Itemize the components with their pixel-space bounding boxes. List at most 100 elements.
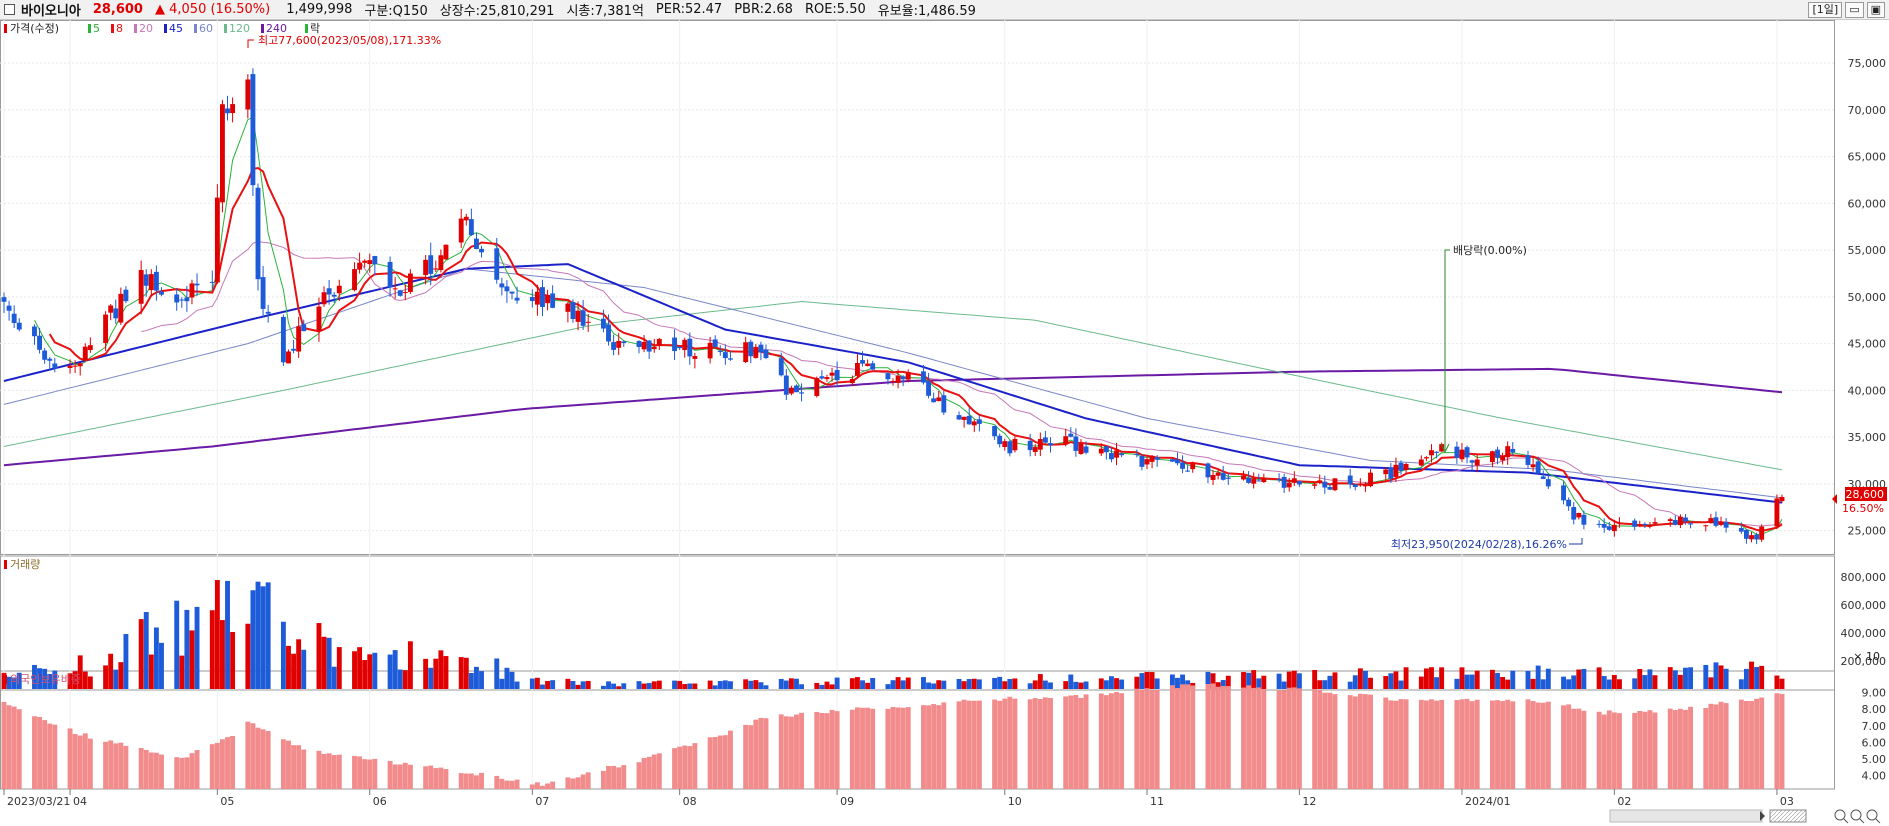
volume-bar [16,672,22,689]
period-button[interactable]: [1일] [1808,2,1843,18]
volume-bar [1642,675,1648,689]
foreign-ratio-bar [656,753,662,789]
foreign-ratio-bar [1596,711,1602,789]
candle-body [1241,475,1246,480]
candle-body [174,294,180,303]
candle-body [372,256,378,265]
foreign-ratio-bar [1393,700,1399,789]
volume-bar [712,685,718,689]
candle-body [1683,517,1688,522]
ma-legend-label: 240 [266,22,287,35]
ma-legend-swatch [164,24,167,33]
foreign-ratio-bar [1368,694,1373,789]
scrollbar-range[interactable] [1769,809,1807,823]
x-tick-label: 03 [1780,795,1794,808]
price-tick-label: 55,000 [1848,244,1887,257]
select-checkbox[interactable] [4,4,15,15]
volume-bar [748,680,754,689]
low-annotation-text: 최저23,950(2024/02/28),16.26% [1391,538,1567,551]
candle-body [326,288,332,295]
candle-body [829,372,835,376]
price-change: ▲ 4,050 (16.50%) [154,2,271,17]
foreign-ratio-bar [895,707,901,789]
candle-body [860,360,865,364]
zoom-reset-icon[interactable] [1866,809,1881,824]
candle-body [514,297,520,301]
volume-bar [159,642,164,689]
scrollbar[interactable] [1609,809,1881,824]
candle-body [895,375,901,383]
candle-body [250,74,256,186]
volume-bar [1434,677,1440,689]
foreign-ratio-bar [387,760,393,789]
candle-body [611,342,617,350]
scrollbar-thumb[interactable] [1609,809,1763,823]
candle-body [504,286,510,292]
x-tick-label: 08 [683,795,697,808]
stock-chart[interactable]: 25,00030,00035,00040,00045,00050,00055,0… [0,20,1889,826]
candle-body [1205,463,1211,478]
volume-bar [616,686,622,689]
foreign-ratio-bar [783,716,789,789]
candle-body [214,197,220,283]
candle-body [1032,447,1038,452]
volume-bar [565,678,571,689]
close-button[interactable]: ▣ [1866,2,1885,18]
restore-button[interactable]: ▭ [1845,2,1864,18]
volume-bar [255,581,261,689]
foreign-ratio-bar [1672,710,1678,789]
foreign-ratio-bar [16,709,22,789]
drop-legend-swatch [305,24,308,33]
volume-bar [1296,673,1302,689]
foreign-ratio-bar [941,702,947,789]
candle-body [352,269,357,291]
legend: 가격(수정) 5 8 20 45 60 120 240 락 거래량 외국인보유비중 [4,22,320,686]
foreign-ratio-bar [504,780,510,789]
volume-bar [1616,679,1622,689]
foreign-ratio-bar [428,765,434,789]
stock-name[interactable]: 바이오니아 [21,4,81,19]
candle-body [1119,453,1125,456]
volume-bar [1454,678,1460,689]
volume-bar [11,677,17,689]
foreign-ratio-bar [194,750,200,789]
volume-bar [1139,673,1145,689]
candle-body [11,313,17,324]
candle-body [636,341,642,347]
foreign-ratio-bar [138,748,144,789]
zoom-in-icon[interactable] [1850,809,1865,824]
candle-body [1601,523,1607,528]
candle-body [1672,519,1678,525]
zoom-out-icon[interactable] [1834,809,1849,824]
candle-body [42,350,48,360]
foreign-ratio-bar [1007,696,1013,789]
foreign-ratio-bar [438,767,444,789]
scroll-right-icon[interactable] [1760,811,1765,821]
foreign-ratio-bar [1688,706,1694,789]
candle-body [1723,521,1729,528]
foreign-ratio-bar [1012,698,1018,789]
x-tick-label: 04 [73,795,87,808]
ma-legend-swatch [224,24,227,33]
foreign-ratio-bar [1190,685,1196,789]
foreign-ratio-bar [1566,704,1572,789]
foreign-ratio-bar [1677,708,1683,789]
candle-body [1251,478,1257,484]
foreign-ratio-bar [1759,697,1765,789]
roe-value: ROE:5.50 [804,2,866,17]
volume-bar [1683,667,1688,689]
foreign-ratio-bar [763,718,769,789]
volume-bar [1256,678,1262,689]
x-tick-label: 2024/01 [1465,795,1511,808]
volume-bar [499,678,505,689]
volume-bar [570,681,576,689]
volume-bar [514,681,520,689]
candle-body [1779,496,1785,502]
foreign-ratio-bar [1388,700,1394,789]
candle-body [1505,446,1511,458]
volume-bar [82,671,88,689]
volume-bar [636,681,642,689]
foreign-ratio-bar [540,785,545,789]
candle-body [1398,462,1404,471]
candle-body [1688,523,1694,525]
